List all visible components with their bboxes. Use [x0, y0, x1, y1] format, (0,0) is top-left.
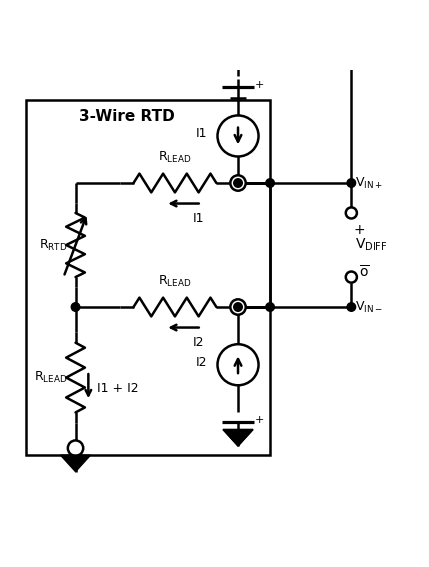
Polygon shape [60, 455, 91, 472]
Circle shape [230, 175, 246, 191]
Text: V$_{\mathregular{DIFF}}$: V$_{\mathregular{DIFF}}$ [355, 237, 387, 253]
Text: R$_{\mathregular{LEAD}}$: R$_{\mathregular{LEAD}}$ [158, 274, 192, 289]
Circle shape [266, 303, 275, 311]
Circle shape [347, 303, 356, 311]
Circle shape [234, 179, 242, 187]
Polygon shape [223, 430, 253, 446]
Circle shape [346, 272, 357, 282]
Circle shape [218, 116, 259, 156]
Polygon shape [336, 48, 366, 65]
Text: I2: I2 [193, 336, 204, 349]
Circle shape [347, 179, 356, 187]
Circle shape [218, 344, 259, 385]
Text: R$_{\mathregular{LEAD}}$: R$_{\mathregular{LEAD}}$ [34, 370, 68, 385]
Text: V$_{\mathregular{IN+}}$: V$_{\mathregular{IN+}}$ [355, 175, 383, 191]
Circle shape [234, 303, 242, 311]
Text: I1 + I2: I1 + I2 [97, 382, 139, 395]
Text: +: + [255, 79, 265, 90]
Text: I1: I1 [195, 128, 207, 141]
Text: V$_{\mathregular{IN-}}$: V$_{\mathregular{IN-}}$ [355, 299, 383, 315]
Text: R$_{\mathregular{RTD}}$: R$_{\mathregular{RTD}}$ [39, 238, 68, 252]
Text: I2: I2 [195, 356, 207, 369]
Text: $\overline{\rm o}$: $\overline{\rm o}$ [359, 265, 369, 281]
Text: 3-Wire RTD: 3-Wire RTD [79, 109, 175, 124]
Text: I1: I1 [193, 212, 204, 225]
Circle shape [71, 303, 80, 311]
Circle shape [346, 208, 357, 218]
Text: R$_{\mathregular{LEAD}}$: R$_{\mathregular{LEAD}}$ [158, 150, 192, 165]
Circle shape [266, 179, 275, 187]
Polygon shape [223, 430, 253, 446]
Circle shape [68, 441, 83, 456]
Circle shape [230, 299, 246, 315]
Text: +: + [255, 416, 265, 425]
Text: +: + [353, 223, 365, 237]
Bar [26, 100, 270, 455]
